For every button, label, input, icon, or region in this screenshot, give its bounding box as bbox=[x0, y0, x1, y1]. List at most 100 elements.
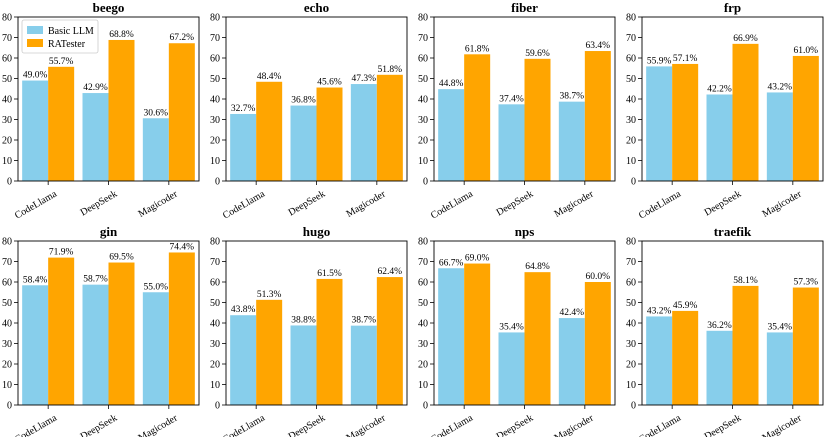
y-tick-label: 40 bbox=[2, 95, 12, 106]
x-tick-label: DeepSeek bbox=[495, 189, 536, 219]
bar-basic-llm-deepseek bbox=[498, 104, 525, 181]
x-tick-label: DeepSeek bbox=[287, 189, 328, 219]
y-tick-label: 10 bbox=[2, 380, 12, 391]
data-label: 43.8% bbox=[231, 305, 256, 315]
axes-frame bbox=[641, 16, 824, 182]
x-tick-label: Magicoder bbox=[553, 188, 597, 220]
y-tick-label: 0 bbox=[631, 177, 636, 188]
y-tick-label: 0 bbox=[423, 401, 428, 412]
data-label: 63.4% bbox=[586, 41, 611, 51]
data-label: 58.7% bbox=[83, 275, 108, 285]
data-label: 45.9% bbox=[673, 301, 698, 311]
bar-ratester-deepseek bbox=[316, 87, 343, 181]
x-tick-label: DeepSeek bbox=[79, 413, 120, 437]
legend-label: RATester bbox=[48, 39, 86, 50]
x-tick-label: DeepSeek bbox=[703, 413, 744, 437]
data-label: 45.6% bbox=[317, 78, 342, 88]
data-label: 30.6% bbox=[144, 108, 169, 118]
legend-swatch-ratester bbox=[27, 39, 43, 47]
y-tick-label: 70 bbox=[626, 257, 636, 268]
bar-ratester-codellama bbox=[48, 257, 75, 405]
data-label: 42.9% bbox=[83, 83, 108, 93]
data-label: 57.1% bbox=[673, 54, 698, 64]
x-tick-label: Magicoder bbox=[553, 412, 597, 437]
y-tick-label: 20 bbox=[210, 360, 220, 371]
y-tick-label: 30 bbox=[210, 339, 220, 350]
y-tick-label: 80 bbox=[418, 237, 428, 248]
axes-frame bbox=[225, 16, 408, 182]
y-tick-label: 80 bbox=[210, 13, 220, 24]
x-tick-label: CodeLlama bbox=[221, 188, 267, 221]
y-tick-label: 40 bbox=[626, 319, 636, 330]
x-tick-label: CodeLlama bbox=[637, 188, 683, 221]
panel-title: gin bbox=[100, 224, 118, 239]
bar-basic-llm-magicoder bbox=[142, 292, 169, 405]
x-tick-label: Magicoder bbox=[761, 412, 805, 437]
bar-ratester-deepseek bbox=[108, 39, 135, 182]
axes-frame bbox=[225, 240, 408, 406]
data-label: 38.7% bbox=[560, 92, 585, 102]
data-label: 61.5% bbox=[317, 269, 342, 279]
data-label: 61.8% bbox=[465, 44, 490, 54]
legend: Basic LLM RATester bbox=[21, 19, 99, 54]
bar-basic-llm-codellama bbox=[22, 80, 49, 181]
y-tick-label: 30 bbox=[626, 115, 636, 126]
bar-basic-llm-deepseek bbox=[706, 330, 733, 405]
y-tick-label: 20 bbox=[626, 136, 636, 147]
x-tick-label: CodeLlama bbox=[13, 412, 59, 437]
bar-basic-llm-magicoder bbox=[350, 84, 377, 181]
bar-basic-llm-codellama bbox=[230, 113, 257, 181]
bar-basic-llm-deepseek bbox=[498, 332, 525, 405]
panel-title: echo bbox=[304, 0, 329, 15]
data-label: 44.8% bbox=[439, 79, 464, 89]
data-label: 68.8% bbox=[109, 30, 134, 40]
y-tick-label: 20 bbox=[2, 360, 12, 371]
data-label: 42.4% bbox=[560, 308, 585, 318]
bar-ratester-magicoder bbox=[584, 282, 611, 405]
data-label: 35.4% bbox=[768, 322, 793, 332]
panel-hugo: hugo 43.8%51.3% CodeLlama 38.8% 61.5% DeepSee… bbox=[210, 224, 408, 442]
y-tick-label: 70 bbox=[418, 33, 428, 44]
y-tick-label: 60 bbox=[626, 54, 636, 65]
y-tick-label: 40 bbox=[2, 319, 12, 330]
data-label: 62.4% bbox=[378, 267, 403, 277]
bar-ratester-codellama bbox=[464, 54, 491, 182]
data-label: 38.7% bbox=[352, 316, 377, 326]
axes-frame bbox=[17, 240, 200, 406]
y-tick-label: 50 bbox=[2, 298, 12, 309]
data-label: 64.8% bbox=[525, 262, 550, 272]
bar-basic-llm-codellama bbox=[646, 316, 673, 405]
y-tick-label: 50 bbox=[418, 74, 428, 85]
y-tick-label: 10 bbox=[418, 156, 428, 167]
panel-title: hugo bbox=[303, 224, 330, 239]
data-label: 35.4% bbox=[499, 322, 524, 332]
data-label: 51.8% bbox=[378, 65, 403, 75]
panel-traefik: traefik 43.2%45.9% CodeLlama 36.2% 58.1% Deep… bbox=[626, 224, 824, 442]
y-tick-label: 50 bbox=[418, 298, 428, 309]
x-tick-label: CodeLlama bbox=[637, 412, 683, 437]
bar-ratester-magicoder bbox=[168, 43, 195, 181]
y-tick-label: 30 bbox=[418, 115, 428, 126]
y-tick-label: 50 bbox=[210, 74, 220, 85]
bar-ratester-magicoder bbox=[376, 74, 403, 181]
panel-title: fiber bbox=[511, 0, 538, 15]
bar-ratester-codellama bbox=[672, 63, 699, 181]
bar-basic-llm-codellama bbox=[230, 315, 257, 405]
y-tick-label: 40 bbox=[210, 95, 220, 106]
data-label: 42.2% bbox=[707, 84, 732, 94]
y-tick-label: 70 bbox=[2, 257, 12, 268]
y-tick-label: 0 bbox=[631, 401, 636, 412]
data-label: 38.8% bbox=[291, 315, 316, 325]
y-tick-label: 10 bbox=[418, 380, 428, 391]
x-tick-label: CodeLlama bbox=[221, 412, 267, 437]
y-tick-label: 50 bbox=[2, 74, 12, 85]
x-tick-label: CodeLlama bbox=[429, 188, 475, 221]
y-tick-label: 0 bbox=[423, 177, 428, 188]
bar-basic-llm-deepseek bbox=[82, 284, 109, 405]
data-label: 36.8% bbox=[291, 96, 316, 106]
bar-basic-llm-codellama bbox=[22, 285, 49, 405]
y-tick-label: 60 bbox=[418, 54, 428, 65]
y-tick-label: 10 bbox=[210, 156, 220, 167]
bar-ratester-codellama bbox=[256, 299, 283, 405]
